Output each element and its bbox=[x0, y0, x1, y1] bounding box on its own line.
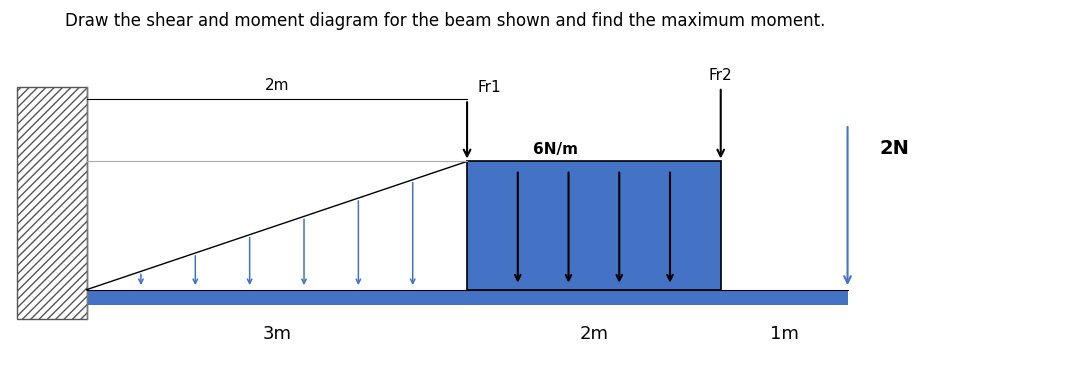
Bar bbox=[17, 87, 86, 319]
Text: 3m: 3m bbox=[262, 325, 292, 343]
Text: 2m: 2m bbox=[265, 78, 289, 93]
Text: 2m: 2m bbox=[579, 325, 608, 343]
Text: Draw the shear and moment diagram for the beam shown and find the maximum moment: Draw the shear and moment diagram for th… bbox=[65, 12, 825, 30]
Text: 1m: 1m bbox=[770, 325, 798, 343]
Bar bbox=[467, 161, 720, 290]
Bar bbox=[86, 290, 848, 305]
Text: Fr1: Fr1 bbox=[477, 80, 501, 95]
Text: 6N/m: 6N/m bbox=[534, 142, 579, 157]
Text: 2N: 2N bbox=[879, 140, 909, 158]
Text: Fr2: Fr2 bbox=[708, 68, 732, 83]
